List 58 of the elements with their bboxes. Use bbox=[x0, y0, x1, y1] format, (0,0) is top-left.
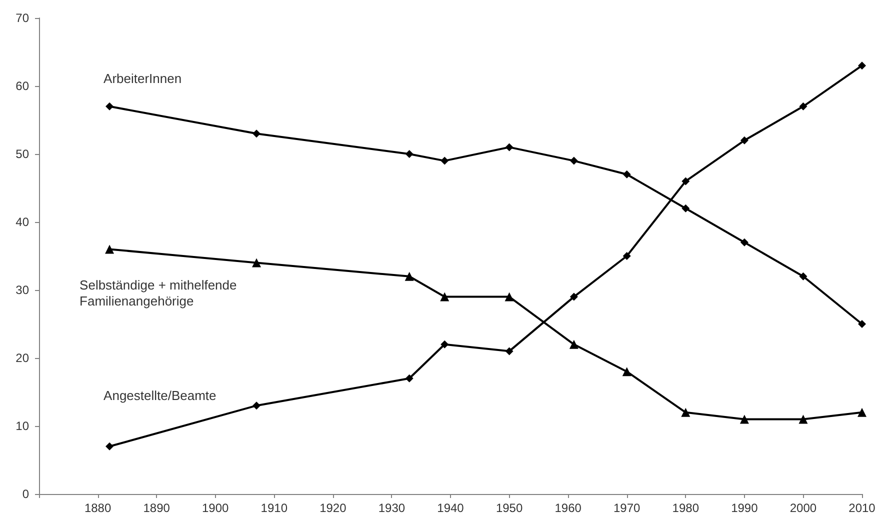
series-label: Selbständige + mithelfende Familienangehörige bbox=[80, 278, 240, 309]
point bbox=[622, 252, 631, 260]
x-tick-label: 2010 bbox=[848, 501, 876, 515]
x-tick-label: 1980 bbox=[672, 501, 700, 515]
point bbox=[440, 156, 449, 165]
point bbox=[740, 136, 748, 144]
x-tick-label: 1930 bbox=[378, 501, 406, 515]
point bbox=[505, 143, 514, 152]
x-tick-label: 1950 bbox=[496, 501, 523, 515]
x-tick-label: 1960 bbox=[554, 501, 582, 515]
point bbox=[682, 177, 690, 186]
point bbox=[252, 258, 262, 268]
point bbox=[504, 292, 514, 302]
y-tick-label: 60 bbox=[16, 79, 30, 93]
point bbox=[440, 340, 449, 348]
point bbox=[622, 367, 632, 376]
point bbox=[740, 414, 749, 424]
point bbox=[858, 320, 866, 328]
point bbox=[106, 442, 114, 450]
point bbox=[682, 204, 690, 212]
x-tick-label: 1970 bbox=[614, 501, 641, 515]
point bbox=[106, 102, 114, 110]
point bbox=[252, 402, 261, 410]
point bbox=[799, 272, 808, 280]
point bbox=[252, 130, 261, 138]
x-tick-label: 1880 bbox=[84, 501, 112, 515]
series-label: ArbeiterInnen bbox=[104, 70, 182, 86]
y-tick-label: 50 bbox=[16, 147, 30, 161]
point bbox=[858, 408, 866, 417]
x-tick-label: 1890 bbox=[143, 501, 170, 515]
point bbox=[505, 347, 514, 356]
point bbox=[799, 102, 808, 110]
point bbox=[570, 292, 578, 301]
x-tick-label: 2000 bbox=[790, 501, 817, 515]
x-tick-label: 1940 bbox=[437, 501, 464, 515]
y-tick-label: 0 bbox=[22, 487, 30, 501]
y-tick-label: 70 bbox=[16, 11, 30, 25]
y-tick-label: 10 bbox=[16, 419, 30, 433]
y-tick-label: 20 bbox=[16, 351, 30, 365]
x-tick-label: 1910 bbox=[260, 501, 288, 515]
point bbox=[858, 62, 866, 70]
x-tick-label: 1920 bbox=[320, 501, 347, 515]
point bbox=[798, 414, 808, 424]
point bbox=[740, 238, 748, 246]
x-tick-label: 1990 bbox=[731, 501, 758, 515]
point bbox=[570, 156, 578, 165]
series-label: Angestellte/Beamte bbox=[104, 388, 216, 403]
point bbox=[404, 272, 414, 281]
y-tick-label: 40 bbox=[16, 215, 30, 229]
point bbox=[569, 340, 578, 349]
point bbox=[440, 292, 450, 302]
point bbox=[405, 374, 414, 382]
point bbox=[681, 408, 690, 417]
y-tick-label: 30 bbox=[16, 283, 30, 297]
point bbox=[105, 244, 114, 254]
point bbox=[405, 150, 414, 158]
point bbox=[622, 170, 631, 178]
x-tick-label: 1900 bbox=[202, 501, 230, 515]
